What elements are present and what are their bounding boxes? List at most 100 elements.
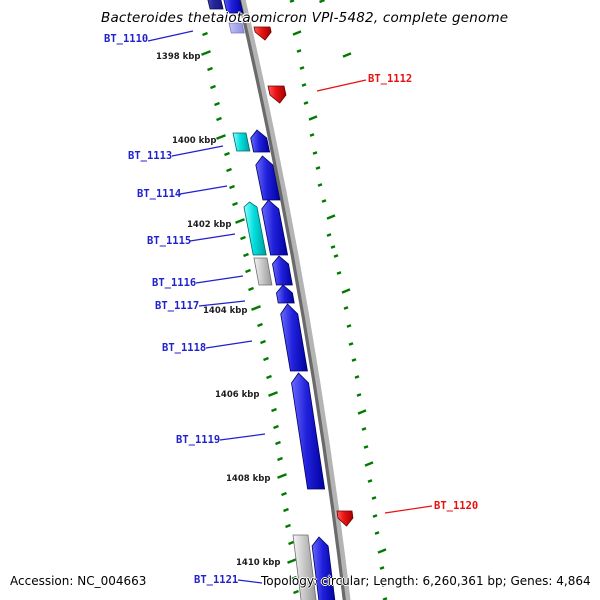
leader-line-bt_1121 bbox=[237, 579, 263, 584]
left-ring-tick bbox=[277, 473, 287, 479]
gene-label-bt_1114[interactable]: BT_1114 bbox=[137, 188, 182, 200]
left-ring-tick bbox=[281, 491, 287, 497]
right-ring-tick bbox=[354, 375, 360, 379]
gene-bt1116-a[interactable] bbox=[253, 257, 273, 286]
gene-bt1121-b[interactable] bbox=[311, 536, 336, 600]
gene-features bbox=[206, 0, 354, 600]
left-ring-tick bbox=[229, 184, 235, 190]
left-ring-tick bbox=[257, 322, 263, 328]
right-ring-tick bbox=[379, 566, 385, 570]
leader-line-bt_1120 bbox=[384, 505, 433, 514]
leader-line-bt_1113 bbox=[171, 145, 224, 157]
gene-label-bt_1112[interactable]: BT_1112 bbox=[368, 73, 413, 85]
right-ring-tick bbox=[296, 49, 302, 53]
left-ring-tick bbox=[202, 31, 208, 37]
right-ring-tick bbox=[303, 101, 309, 105]
gene-label-bt_1119[interactable]: BT_1119 bbox=[176, 434, 221, 446]
right-ring-tick bbox=[363, 445, 369, 449]
leader-line-bt_1119 bbox=[219, 433, 266, 441]
left-ring-tick bbox=[235, 218, 245, 224]
gene-label-bt_1120[interactable]: BT_1120 bbox=[434, 500, 479, 512]
right-ring-tick bbox=[312, 151, 318, 155]
scale-label-1400-kbp: 1400 kbp bbox=[172, 136, 217, 146]
left-ring-tick bbox=[285, 523, 291, 529]
right-ring-tick bbox=[342, 52, 352, 58]
left-ring-tick bbox=[243, 252, 249, 258]
gene-label-bt_1118[interactable]: BT_1118 bbox=[162, 342, 207, 354]
right-ring-tick bbox=[299, 66, 305, 70]
leader-line-bt_1116 bbox=[195, 275, 244, 284]
gene-bt1121-a[interactable] bbox=[292, 534, 317, 600]
leader-line-bt_1110 bbox=[147, 30, 194, 42]
backbone-arc bbox=[237, 0, 346, 600]
scale-label-1398-kbp: 1398 kbp bbox=[156, 52, 201, 62]
left-ring-tick bbox=[210, 84, 216, 90]
right-ring-tick bbox=[336, 271, 342, 275]
gene-label-bt_1121[interactable]: BT_1121 bbox=[194, 574, 239, 586]
leader-lines bbox=[147, 30, 433, 584]
right-ring-tick bbox=[317, 183, 323, 187]
gene-bt1119[interactable] bbox=[291, 372, 326, 490]
scale-label-1402-kbp: 1402 kbp bbox=[187, 220, 232, 230]
left-ring-tick bbox=[248, 286, 254, 292]
page-title: Bacteroides thetaiotaomicron VPI-5482, c… bbox=[101, 10, 509, 26]
right-ring-tick bbox=[357, 409, 367, 415]
left-ring-tick bbox=[291, 575, 297, 581]
gene-bt1116-b[interactable] bbox=[272, 255, 293, 286]
gene-label-bt_1117[interactable]: BT_1117 bbox=[155, 300, 200, 312]
right-ring-tick bbox=[372, 514, 378, 518]
gene-label-bt_1115[interactable]: BT_1115 bbox=[147, 235, 192, 247]
left-ring-tick bbox=[240, 235, 246, 241]
gene-bt1117[interactable] bbox=[276, 284, 295, 304]
left-ring-tick bbox=[214, 101, 220, 107]
leader-line-bt_1115 bbox=[189, 233, 236, 242]
left-ring-tick bbox=[216, 134, 226, 140]
left-ring-tick bbox=[277, 456, 283, 462]
right-ring-tick bbox=[356, 393, 362, 397]
left-ring-tick bbox=[207, 66, 213, 72]
gene-bt1115-a[interactable] bbox=[243, 201, 267, 256]
gene-bt1112[interactable] bbox=[267, 85, 287, 104]
left-ring-tick bbox=[201, 50, 211, 56]
gene-label-bt_1110[interactable]: BT_1110 bbox=[104, 33, 149, 45]
gene-reverse-unlabeled[interactable] bbox=[253, 26, 272, 41]
right-ring-tick bbox=[377, 548, 387, 554]
gene-label-bt_1113[interactable]: BT_1113 bbox=[128, 150, 173, 162]
right-ring-tick bbox=[319, 0, 325, 4]
left-ring-tick bbox=[216, 116, 222, 122]
gene-bt1113-b[interactable] bbox=[250, 129, 271, 153]
leader-line-bt_1114 bbox=[179, 185, 228, 195]
scale-label-1404-kbp: 1404 kbp bbox=[203, 306, 248, 316]
topology-text: Topology: circular; Length: 6,260,361 bp… bbox=[261, 574, 591, 588]
leader-line-bt_1117 bbox=[198, 300, 246, 307]
right-ring-tick bbox=[308, 115, 318, 121]
right-ring-tick bbox=[289, 0, 295, 3]
gene-bt1110-tail[interactable] bbox=[228, 22, 245, 34]
right-ring-tick bbox=[361, 427, 367, 431]
right-ring-tick bbox=[326, 214, 336, 220]
left-ring-tick bbox=[245, 268, 251, 274]
left-ring-tick bbox=[273, 424, 279, 430]
left-ring-tick bbox=[224, 151, 230, 157]
gene-label-bt_1116[interactable]: BT_1116 bbox=[152, 277, 197, 289]
right-ring-tick bbox=[333, 254, 339, 258]
gene-bt1120[interactable] bbox=[336, 510, 354, 527]
left-ring-tick bbox=[232, 201, 238, 207]
gene-bt1113-a[interactable] bbox=[232, 132, 251, 152]
right-ring-tick bbox=[292, 30, 302, 36]
gene-bt1114[interactable] bbox=[255, 155, 281, 201]
gene-bt1118[interactable] bbox=[280, 303, 308, 372]
right-ring-tick bbox=[341, 288, 351, 294]
left-ring-tick bbox=[260, 339, 266, 345]
leader-line-bt_1118 bbox=[205, 340, 253, 349]
gene-bt1115-b[interactable] bbox=[261, 199, 289, 256]
gene-fragment-navy[interactable] bbox=[206, 0, 224, 10]
right-ring-tick bbox=[367, 479, 373, 483]
right-ring-tick bbox=[381, 583, 387, 587]
scale-label-1408-kbp: 1408 kbp bbox=[226, 474, 271, 484]
left-ring-tick bbox=[251, 305, 261, 311]
gene-bt1110[interactable] bbox=[222, 0, 244, 14]
left-ring-tick bbox=[287, 558, 297, 564]
